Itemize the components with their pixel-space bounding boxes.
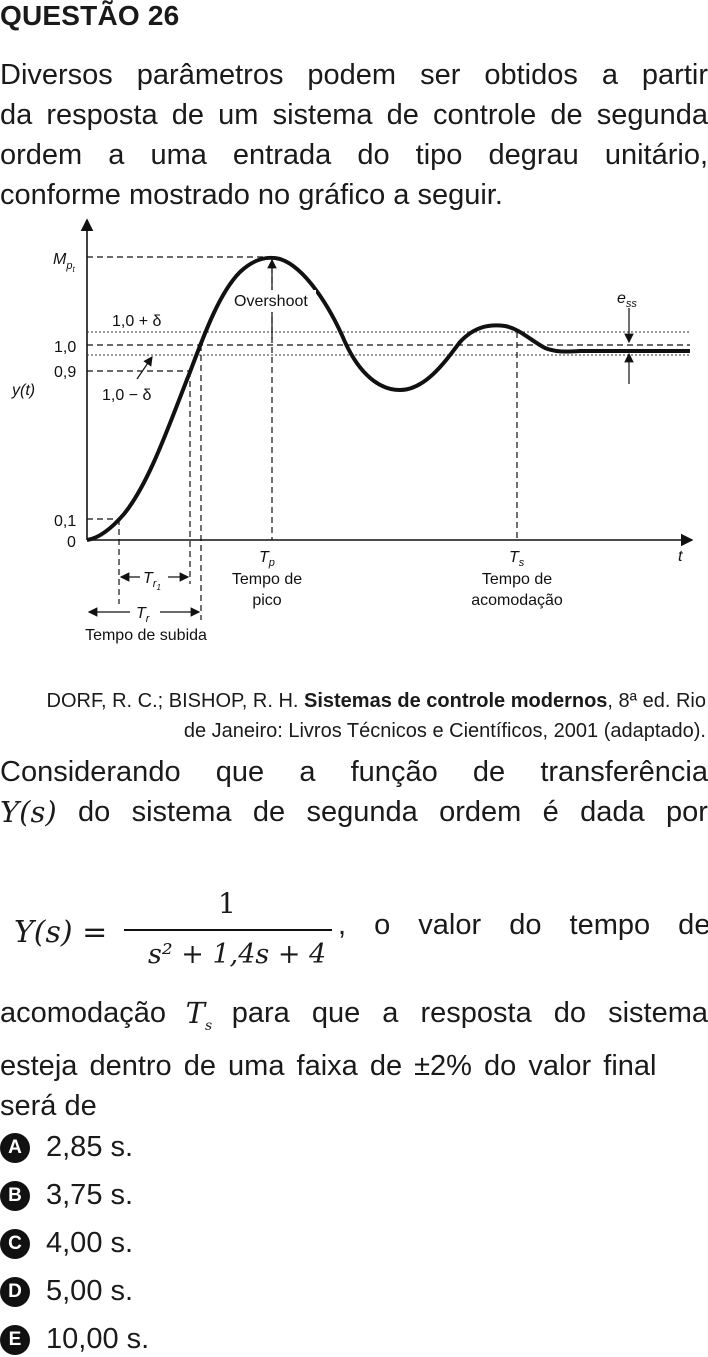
body-paragraph-2: acomodação Ts para que a resposta do sis…: [0, 993, 708, 1126]
source-authors: DORF, R. C.; BISHOP, R. H.: [46, 690, 304, 712]
question-intro: Diversos parâmetros podem ser obtidos a …: [0, 55, 708, 215]
word: de: [472, 756, 506, 788]
peak-time-label-2: pico: [252, 592, 281, 609]
formula-tail: , o valor do tempo de: [338, 909, 708, 941]
word: função: [350, 756, 438, 788]
overshoot-label: Overshoot: [234, 293, 308, 310]
upper-band-label: 1,0 + δ: [112, 313, 161, 330]
mp-label: Mpt: [53, 251, 75, 274]
ts-label: Ts: [509, 549, 525, 569]
y-axis-label: y(t): [11, 382, 35, 399]
body-line-1: Considerando que a função de transferênc…: [0, 752, 708, 792]
formula-numerator: 1: [218, 887, 236, 920]
option-letter-badge: E: [0, 1324, 30, 1355]
word: de: [252, 796, 286, 828]
option-letter-badge: A: [0, 1132, 30, 1163]
option-d[interactable]: D 5,00 s.: [0, 1275, 133, 1308]
fraction-bar: [124, 929, 332, 931]
body-line-5: esteja dentro de uma faixa de ±2% do val…: [0, 1049, 657, 1082]
option-a[interactable]: A 2,85 s.: [0, 1131, 133, 1164]
option-text: 5,00 s.: [46, 1275, 134, 1307]
y-one-label: 1,0: [54, 339, 76, 356]
option-letter-badge: C: [0, 1228, 30, 1259]
body-paragraph: Considerando que a função de transferênc…: [0, 752, 708, 832]
tr1-label: Tr1: [143, 570, 161, 592]
source-edition: , 8ª ed. Rio: [607, 690, 706, 712]
lower-band-label: 1,0 − δ: [102, 387, 151, 404]
source-citation: DORF, R. C.; BISHOP, R. H. Sistemas de c…: [0, 686, 706, 746]
settling-time-label-1: Tempo de: [482, 571, 552, 588]
word: transferência: [540, 756, 708, 788]
word: ordem: [439, 796, 522, 828]
option-e[interactable]: E 10,00 s.: [0, 1323, 149, 1356]
option-c[interactable]: C 4,00 s.: [0, 1227, 133, 1260]
transfer-function-formula: Y(s) = 1 s² + 1,4s + 4 , o valor do temp…: [0, 885, 708, 980]
source-book-title: Sistemas de controle modernos: [304, 690, 608, 712]
formula-lhs: Y(s) =: [14, 915, 108, 950]
word: acomodação: [0, 997, 167, 1029]
y-zero-label: 0: [67, 534, 76, 551]
intro-line: da resposta de um sistema de controle de…: [0, 99, 708, 131]
word: do: [78, 796, 111, 828]
step-response-figure: Mpt Overshoot ess 1,0 + δ 1,0 0,9 1,0 − …: [0, 212, 708, 657]
word: é: [542, 796, 559, 828]
ess-label: ess: [617, 290, 637, 310]
intro-line: conforme mostrado no gráfico a seguir.: [0, 179, 503, 211]
option-b[interactable]: B 3,75 s.: [0, 1179, 133, 1212]
word: por: [666, 796, 708, 828]
peak-time-label-1: Tempo de: [232, 571, 302, 588]
step-response-svg: Mpt Overshoot ess 1,0 + δ 1,0 0,9 1,0 − …: [11, 218, 694, 644]
response-curve: [86, 255, 690, 542]
math-ts: Ts: [185, 996, 213, 1034]
formula-denominator: s² + 1,4s + 4: [148, 939, 327, 970]
settling-time-label-2: acomodação: [471, 592, 563, 609]
option-text: 4,00 s.: [46, 1227, 134, 1259]
body-line-6: será de: [0, 1089, 97, 1122]
rise-time-label: Tempo de subida: [85, 627, 207, 644]
word: dada: [580, 796, 645, 828]
question-title: QUESTÃO 26: [0, 0, 180, 31]
body-line-4: acomodação Ts para que a resposta do sis…: [0, 993, 708, 1046]
math-ys: Y(s): [0, 795, 57, 829]
word: a: [299, 756, 316, 788]
option-text: 3,75 s.: [46, 1179, 134, 1211]
word: segunda: [306, 796, 418, 828]
option-letter-badge: D: [0, 1276, 30, 1307]
option-text: 10,00 s.: [46, 1323, 150, 1355]
intro-line: ordem a uma entrada do tipo degrau unitá…: [0, 139, 708, 171]
y09-label: 0,9: [54, 364, 76, 381]
x-axis-label: t: [678, 548, 683, 565]
y01-label: 0,1: [54, 513, 76, 530]
lower-band-pointer: [136, 356, 153, 380]
tr-label: Tr: [136, 605, 151, 625]
source-publisher: de Janeiro: Livros Técnicos e Científico…: [183, 720, 706, 742]
word: sistema: [131, 796, 232, 828]
word: Considerando: [0, 756, 181, 788]
tp-label: Tp: [259, 549, 275, 569]
word: para que a resposta do sistema: [231, 997, 708, 1029]
intro-line: Diversos parâmetros podem ser obtidos a …: [0, 59, 708, 91]
option-letter-badge: B: [0, 1180, 30, 1211]
word: que: [215, 756, 265, 788]
body-line-2: Y(s) do sistema de segunda ordem é dada …: [0, 792, 708, 832]
option-text: 2,85 s.: [46, 1131, 134, 1163]
